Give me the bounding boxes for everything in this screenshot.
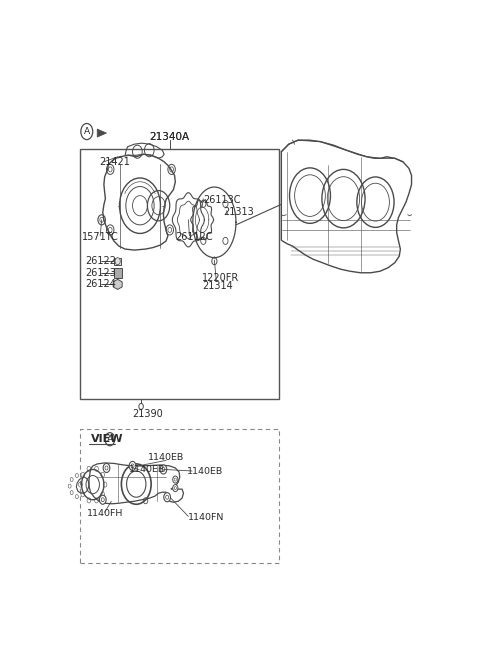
Circle shape: [164, 493, 170, 502]
Text: 21390: 21390: [132, 409, 163, 419]
Polygon shape: [113, 279, 122, 290]
Text: 26122: 26122: [85, 256, 116, 266]
Bar: [81, 149, 279, 399]
Polygon shape: [97, 129, 107, 137]
Circle shape: [173, 485, 178, 492]
Text: 21340A: 21340A: [150, 132, 190, 141]
Circle shape: [99, 495, 106, 504]
Text: VIEW: VIEW: [91, 434, 123, 444]
Circle shape: [103, 464, 110, 472]
Bar: [114, 268, 122, 278]
Circle shape: [129, 461, 136, 470]
Text: A: A: [107, 435, 113, 443]
Circle shape: [173, 476, 178, 483]
Text: 26112C: 26112C: [175, 233, 213, 242]
Text: 21313: 21313: [224, 207, 254, 217]
Text: 1140EB: 1140EB: [186, 468, 223, 476]
Text: 1140EB: 1140EB: [148, 453, 184, 462]
Text: 1571TC: 1571TC: [83, 233, 119, 242]
Text: 1220FR: 1220FR: [202, 273, 240, 283]
Text: 1140FN: 1140FN: [188, 513, 225, 522]
Text: 21421: 21421: [99, 157, 130, 167]
Text: 26124: 26124: [85, 280, 116, 290]
Text: 26123: 26123: [85, 268, 116, 278]
Text: 26113C: 26113C: [203, 195, 240, 204]
Text: 1140FH: 1140FH: [87, 509, 123, 518]
Text: A: A: [84, 127, 90, 136]
Bar: [81, 429, 279, 563]
Bar: [114, 257, 121, 265]
Text: 21340A: 21340A: [150, 132, 190, 141]
Text: 1140EB: 1140EB: [129, 465, 165, 474]
Circle shape: [105, 433, 115, 446]
Circle shape: [160, 465, 167, 474]
Circle shape: [81, 124, 93, 140]
Circle shape: [115, 257, 120, 265]
Circle shape: [139, 403, 144, 409]
Text: 21314: 21314: [202, 282, 233, 291]
